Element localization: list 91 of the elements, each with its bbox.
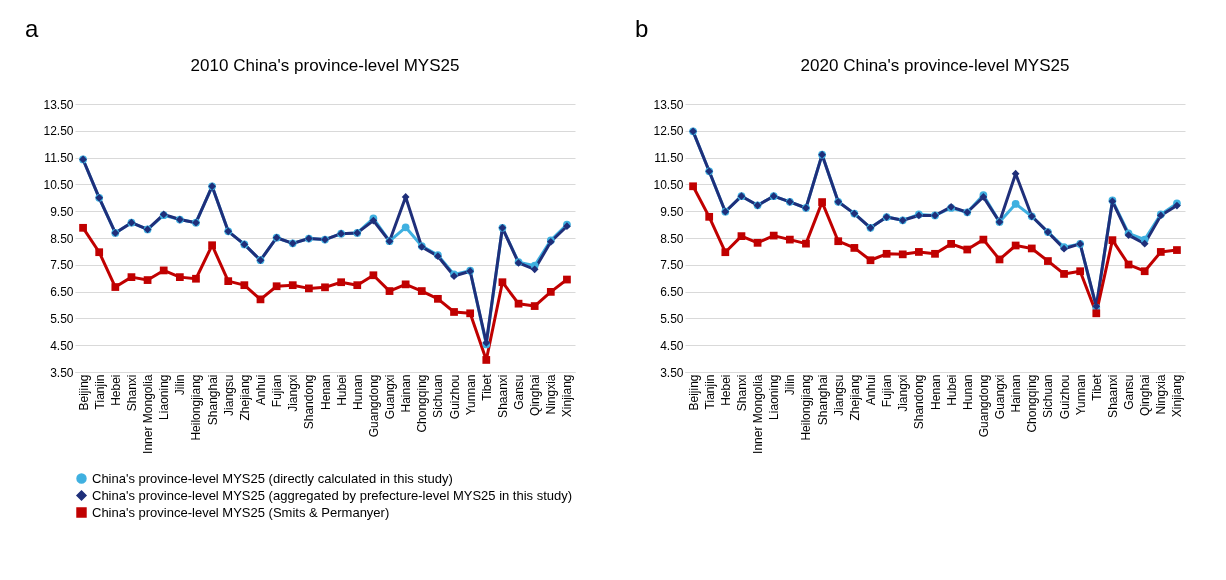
x-tick-label: Hainan [399, 374, 414, 413]
chart-title: 2020 China's province-level MYS25 [800, 56, 1070, 75]
x-tick-label: Liaoning [767, 374, 782, 420]
text: a [25, 15, 39, 42]
x-tick-label: Tianjin [92, 374, 107, 410]
y-tick-label: 6.50 [50, 285, 74, 300]
x-tick-label: Yunnan [463, 374, 478, 416]
x-tick-label: Fujian [880, 374, 895, 408]
x-tick-label: Beijing [686, 374, 701, 411]
x-tick-label: Jiangsu [221, 374, 236, 416]
x-tick-label: Qinghai [1138, 374, 1153, 416]
y-tick-label: 13.50 [43, 97, 74, 112]
y-tick-label: 8.50 [50, 231, 74, 246]
x-tick-label: Zhejiang [237, 374, 252, 421]
legend-label: China's province-level MYS25 (Smits & Permanyer) [92, 504, 390, 520]
x-tick-label: Jiangxi [896, 374, 911, 412]
x-tick-label: Tibet [479, 373, 494, 401]
y-tick-label: 6.50 [660, 285, 684, 300]
y-tick-label: 4.50 [660, 338, 684, 353]
x-tick-label: Qinghai [528, 374, 543, 416]
x-tick-label: Beijing [76, 374, 91, 411]
x-tick-label: Guangxi [993, 374, 1008, 420]
x-tick-label: Hunan [350, 374, 365, 410]
x-tick-label: Shandong [912, 374, 927, 430]
x-tick-label: Sichuan [1041, 374, 1056, 418]
x-tick-label: Guangxi [383, 374, 398, 420]
x-tick-label: Tibet [1089, 373, 1104, 401]
y-tick-label: 8.50 [660, 231, 684, 246]
y-tick-label: 12.50 [653, 124, 684, 139]
x-tick-label: Guangdong [366, 374, 381, 438]
x-tick-label: Heilongjiang [189, 374, 204, 441]
x-tick-label: Heilongjiang [799, 374, 814, 441]
x-tick-label: Gansu [1122, 374, 1137, 410]
x-tick-label: Yunnan [1073, 374, 1088, 416]
x-tick-label: Ningxia [1154, 374, 1169, 415]
x-tick-label: Hunan [960, 374, 975, 410]
y-tick-label: 9.50 [660, 204, 684, 219]
x-tick-label: Chongqing [1025, 374, 1040, 433]
y-tick-label: 11.50 [44, 151, 74, 166]
y-tick-label: 5.50 [660, 311, 684, 326]
x-tick-label: Anhui [863, 374, 878, 406]
x-tick-label: Jiangxi [286, 374, 301, 412]
x-tick-label: Henan [928, 374, 943, 410]
x-tick-label: Hubei [944, 374, 959, 406]
y-tick-label: 7.50 [660, 258, 684, 273]
y-tick-label: 13.50 [653, 97, 684, 112]
x-tick-label: Shaanxi [1105, 374, 1120, 418]
x-tick-label: Guizhou [447, 374, 462, 420]
y-tick-label: 12.50 [43, 124, 74, 139]
x-tick-label: Tianjin [702, 374, 717, 410]
x-tick-label: Ningxia [544, 374, 559, 415]
x-tick-label: Zhejiang [847, 374, 862, 421]
x-tick-label: Liaoning [157, 374, 172, 420]
legend-label: China's province-level MYS25 (aggregated by prefecture-level MYS25 in this study) [92, 487, 573, 503]
y-tick-label: 5.50 [50, 311, 74, 326]
x-tick-label: Jiangsu [831, 374, 846, 416]
x-tick-label: Xinjiang [1170, 374, 1185, 418]
x-tick-label: Hebei [108, 374, 123, 406]
x-tick-label: Shanxi [124, 374, 139, 412]
x-tick-label: Shanxi [734, 374, 749, 412]
y-tick-label: 3.50 [50, 365, 74, 380]
x-tick-label: Inner Mongolia [751, 374, 766, 454]
x-tick-label: Gansu [512, 374, 527, 410]
x-tick-label: Chongqing [415, 374, 430, 433]
x-tick-label: Hainan [1009, 374, 1024, 413]
text: b [635, 15, 649, 42]
y-tick-label: 10.50 [43, 177, 74, 192]
x-tick-label: Shanghai [205, 374, 220, 426]
y-tick-label: 10.50 [653, 177, 684, 192]
y-tick-label: 4.50 [50, 338, 74, 353]
x-tick-label: Hebei [718, 374, 733, 406]
x-tick-label: Jilin [173, 374, 188, 396]
chart-title: 2010 China's province-level MYS25 [190, 56, 460, 75]
x-tick-label: Sichuan [431, 374, 446, 418]
x-tick-label: Jilin [783, 374, 798, 396]
legend-label: China's province-level MYS25 (directly calculated in this study) [92, 470, 453, 486]
x-tick-label: Inner Mongolia [141, 374, 156, 454]
y-tick-label: 7.50 [50, 258, 74, 273]
y-tick-label: 11.50 [654, 151, 684, 166]
x-tick-label: Shandong [302, 374, 317, 430]
x-tick-label: Shaanxi [495, 374, 510, 418]
y-tick-label: 9.50 [50, 204, 74, 219]
x-tick-label: Guangdong [976, 374, 991, 438]
x-tick-label: Anhui [253, 374, 268, 406]
x-tick-label: Hubei [334, 374, 349, 406]
x-tick-label: Shanghai [815, 374, 830, 426]
y-tick-label: 3.50 [660, 365, 684, 380]
x-tick-label: Henan [318, 374, 333, 410]
x-tick-label: Xinjiang [560, 374, 575, 418]
x-tick-label: Guizhou [1057, 374, 1072, 420]
x-tick-label: Fujian [270, 374, 285, 408]
